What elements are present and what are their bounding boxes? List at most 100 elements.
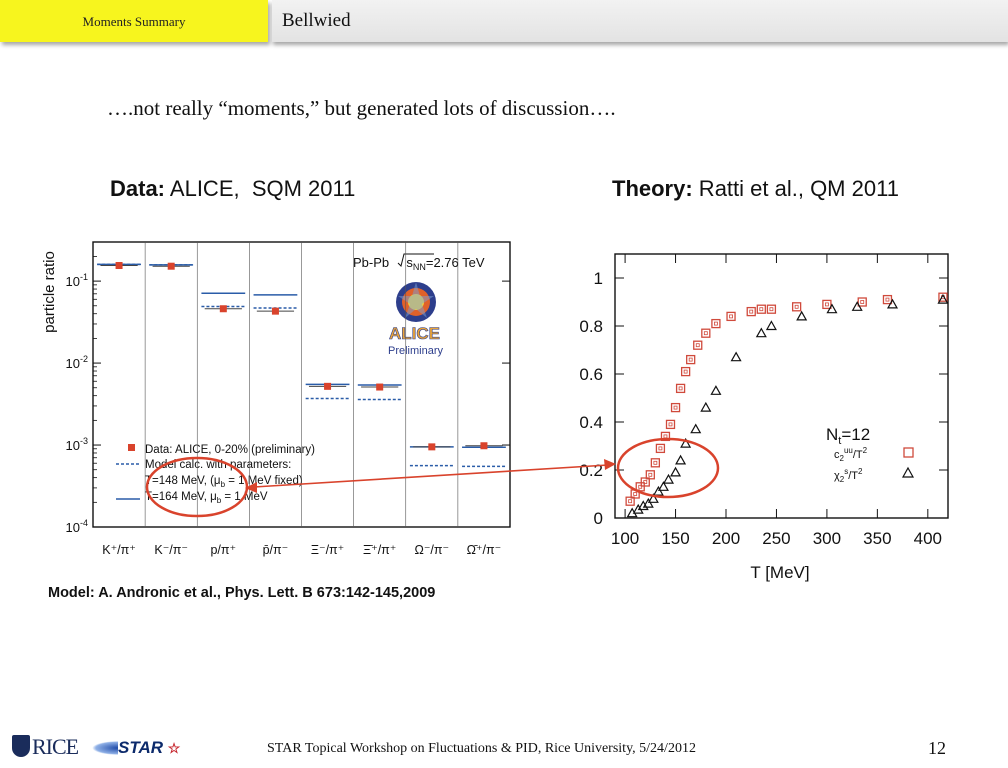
c2-sup: uu [844,446,853,455]
annotation-ellipse-right [616,437,720,499]
annotation-arrowhead-left [245,482,257,493]
alice-label: ALICE [389,324,440,343]
star-symbol-icon: ☆ [167,740,181,756]
data-point [167,262,175,270]
left-panel-heading: Data: ALICE, SQM 2011 [110,176,355,202]
theory-chi2-point [796,310,808,321]
theory-c2-point [822,299,832,310]
right-y-tick-label: 0.2 [579,461,603,480]
sqrt-sign [397,253,434,267]
theory-c2-point [686,354,696,365]
left-x-tick-label: Ξ̄⁺/π⁺ [363,543,396,557]
left-x-tick-label: K⁻/π⁻ [154,543,188,557]
theory-c2-point [938,292,948,302]
page-number: 12 [928,738,946,758]
right-heading-rest: Ratti et al., QM 2011 [692,176,899,201]
right-x-tick-label: 400 [914,529,942,548]
theory-chi2-point [765,320,777,331]
theory-chi2-point [690,423,702,434]
preliminary-label: Preliminary [388,345,444,357]
t148-main: T=148 MeV, (μ [145,475,221,487]
theory-c2-point-inner [703,331,708,336]
data-point [376,383,384,391]
right-plot-frame [614,253,949,519]
legend-c2: c2uu/T2 [834,446,868,463]
right-y-tick-label: 1 [594,269,603,288]
chi2-rest: /T [848,470,858,482]
theory-c2-point [857,297,867,307]
theory-chi2-point [937,293,949,304]
right-y-tick-label: 0.6 [579,365,603,384]
theory-c2-point-inner [658,446,663,451]
theory-c2-point-inner [673,405,678,410]
legend-model-text: Model calc. with parameters: [145,459,291,471]
rice-logo-text: RICE [32,734,79,759]
alice-logo: ALICE Preliminary [388,282,444,357]
legend-chi2-marker [901,466,915,478]
t164-sub: b [217,496,222,505]
data-point [115,262,123,270]
t148-sub: b [221,480,226,489]
data-point [428,443,436,451]
legend-chi2: χ2s/T2 [834,467,863,484]
c2-exp: 2 [863,446,868,455]
right-y-tick-label: 0.4 [579,413,603,432]
theory-c2-point [791,302,802,312]
theory-chi2-point [670,466,682,477]
right-legend: Nt=12 c2uu/T2 χ2s/T2 [826,425,915,484]
system-label-c: NN [413,262,426,272]
chi2-sub: 2 [840,475,845,484]
c2-main: c [834,449,840,461]
nt-sub: t [838,435,841,447]
nt-rest: =12 [841,425,870,444]
theory-c2-point-inner [663,434,668,439]
theory-c2-point-inner [729,314,733,319]
chi2-sup: s [844,467,848,476]
legend-c2-marker [903,447,914,458]
left-y-tick-label: 10-2 [66,354,88,371]
left-legend: Data: ALICE, 0-20% (preliminary) Model c… [116,444,315,505]
theory-c2-point-inner [885,297,890,302]
left-x-tick-label: Ω⁻/π⁻ [414,543,449,557]
right-x-tick-label: 150 [661,529,689,548]
data-point [271,307,279,315]
rice-logo: RICE [12,734,79,760]
theory-chi2-point [675,454,687,465]
right-x-tick-label: 200 [712,529,740,548]
nt-main: N [826,425,838,444]
theory-chi2-point [637,500,649,511]
theory-c2-point-inner [688,357,693,362]
theory-c2-point [655,443,666,454]
star-logo-text: STAR [118,738,164,757]
theory-chi2-point [826,303,838,314]
left-x-tick-label: p̄/π⁻ [263,543,289,557]
left-x-tick-label: p/π⁺ [210,543,236,557]
theory-chi2-point [680,437,692,448]
right-heading-bold: Theory: [612,176,693,201]
star-logo: STAR ☆ [92,738,180,758]
theory-chi2-point [647,493,659,503]
star-swoosh-icon [92,741,118,755]
left-y-tick-label: 10-4 [66,518,88,535]
theory-c2-point [882,294,893,305]
left-x-tick-label: Ξ⁻/π⁺ [311,543,344,557]
left-x-tick-label: Ω̄⁺/π⁻ [467,543,502,557]
footer-conference: STAR Topical Workshop on Fluctuations & … [267,741,696,756]
theory-chi2-point [652,485,664,496]
right-x-tick-label: 100 [611,529,639,548]
theory-c2-point-inner [759,307,764,312]
data-point [324,382,332,390]
theory-c2-point [665,419,676,430]
theory-c2-point-inner [769,307,774,312]
author-tab-label: Bellwied [282,10,351,31]
theory-c2-point [645,470,655,480]
left-y-tick-label: 10-1 [66,272,88,289]
system-label-a: Pb-Pb [353,255,396,270]
theory-c2-point [675,383,686,394]
legend-nt: Nt=12 [826,425,870,447]
theory-c2-point [746,306,756,317]
theory-c2-point [701,328,711,338]
right-x-axis-label: T [MeV] [750,563,809,582]
right-panel-heading: Theory: Ratti et al., QM 2011 [612,176,899,202]
